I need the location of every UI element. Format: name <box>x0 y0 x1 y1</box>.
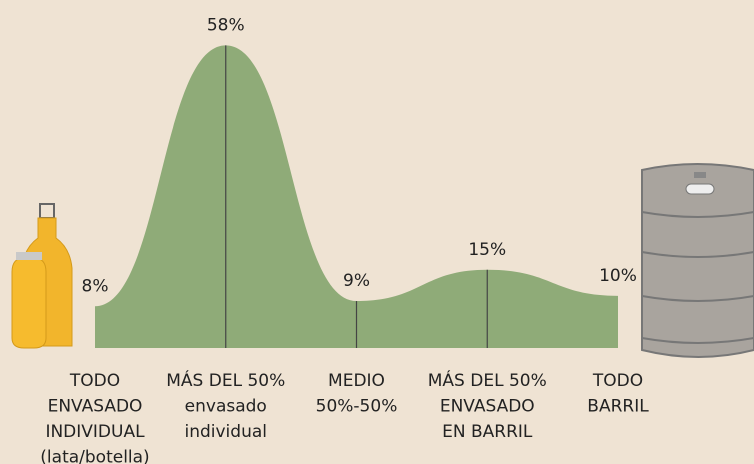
keg-icon <box>641 163 754 358</box>
x-tick-label: (lata/botella) <box>40 448 149 464</box>
x-tick-label: ENVASADO <box>48 397 143 417</box>
x-tick-label: 50%-50% <box>316 397 398 417</box>
value-label: 8% <box>82 276 109 296</box>
x-tick-label: individual <box>184 422 267 442</box>
x-tick-label: envasado <box>185 397 267 417</box>
value-label: 58% <box>207 15 245 35</box>
x-tick-label: TODO <box>69 371 120 391</box>
x-tick-label: INDIVIDUAL <box>45 422 145 442</box>
x-tick-label: MEDIO <box>328 371 385 391</box>
x-tick-label: MÁS DEL 50% <box>428 369 547 391</box>
can-icon <box>11 252 47 349</box>
x-tick-label: MÁS DEL 50% <box>166 369 285 391</box>
x-tick-label: BARRIL <box>587 397 649 417</box>
x-tick-label: ENVASADO <box>440 397 535 417</box>
x-tick-label: TODO <box>592 371 643 391</box>
value-label: 9% <box>343 271 370 291</box>
value-label: 15% <box>468 240 506 260</box>
value-label: 10% <box>599 266 637 286</box>
x-tick-label: EN BARRIL <box>442 422 533 442</box>
